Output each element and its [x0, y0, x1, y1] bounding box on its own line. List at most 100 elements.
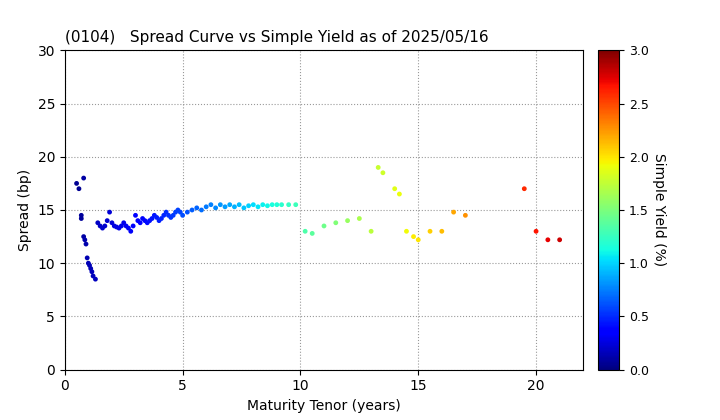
Point — [81, 255, 93, 261]
Point — [252, 203, 264, 210]
Point — [118, 219, 130, 226]
Point — [170, 209, 181, 215]
Point — [83, 260, 94, 267]
Text: (0104)   Spread Curve vs Simple Yield as of 2025/05/16: (0104) Spread Curve vs Simple Yield as o… — [65, 30, 488, 45]
Point — [78, 175, 89, 181]
Point — [229, 203, 240, 210]
Point — [554, 236, 565, 243]
Point — [120, 223, 132, 229]
Point — [127, 223, 139, 229]
Point — [372, 164, 384, 171]
Point — [139, 217, 150, 224]
Point — [181, 209, 193, 215]
Point — [71, 180, 82, 187]
Point — [518, 185, 530, 192]
Point — [165, 214, 176, 221]
Point — [94, 223, 106, 229]
Point — [125, 228, 137, 235]
Point — [448, 209, 459, 215]
Point — [116, 223, 127, 229]
X-axis label: Maturity Tenor (years): Maturity Tenor (years) — [247, 399, 401, 413]
Point — [238, 205, 250, 211]
Y-axis label: Simple Yield (%): Simple Yield (%) — [652, 153, 665, 267]
Point — [87, 273, 99, 279]
Point — [257, 201, 269, 208]
Point — [318, 223, 330, 229]
Point — [86, 268, 98, 275]
Point — [146, 215, 158, 222]
Point — [283, 201, 294, 208]
Point — [271, 201, 283, 208]
Point — [158, 212, 169, 219]
Point — [106, 219, 117, 226]
Point — [531, 228, 542, 235]
Point — [102, 217, 113, 224]
Point — [78, 233, 89, 240]
Point — [401, 228, 413, 235]
Point — [200, 203, 212, 210]
Point — [459, 212, 471, 219]
Point — [354, 215, 365, 222]
Point — [113, 225, 125, 231]
Point — [163, 212, 174, 219]
Point — [73, 185, 85, 192]
Point — [85, 265, 96, 272]
Point — [104, 209, 115, 215]
Point — [84, 262, 95, 269]
Point — [80, 241, 91, 247]
Point — [92, 219, 104, 226]
Point — [436, 228, 448, 235]
Point — [135, 219, 146, 226]
Point — [210, 205, 221, 211]
Point — [215, 201, 226, 208]
Point — [109, 223, 120, 229]
Point — [342, 217, 354, 224]
Point — [413, 236, 424, 243]
Point — [96, 225, 108, 231]
Point — [233, 201, 245, 208]
Point — [90, 276, 102, 283]
Point — [243, 202, 254, 209]
Point — [137, 215, 148, 222]
Point — [148, 212, 160, 219]
Point — [290, 201, 302, 208]
Point — [220, 203, 231, 210]
Point — [99, 223, 111, 229]
Point — [307, 230, 318, 237]
Point — [261, 202, 273, 209]
Point — [156, 215, 167, 222]
Point — [161, 209, 172, 215]
Point — [76, 212, 87, 219]
Point — [266, 201, 278, 208]
Point — [394, 191, 405, 197]
Point — [365, 228, 377, 235]
Point — [408, 233, 419, 240]
Point — [300, 228, 311, 235]
Point — [330, 219, 341, 226]
Point — [186, 207, 198, 213]
Point — [76, 215, 87, 222]
Point — [389, 185, 400, 192]
Point — [132, 217, 143, 224]
Point — [122, 225, 134, 231]
Point — [172, 207, 184, 213]
Point — [191, 205, 202, 211]
Point — [111, 224, 122, 231]
Point — [248, 201, 259, 208]
Point — [377, 169, 389, 176]
Point — [79, 236, 91, 243]
Point — [224, 201, 235, 208]
Point — [542, 236, 554, 243]
Point — [177, 212, 189, 219]
Point — [276, 201, 287, 208]
Point — [174, 209, 186, 215]
Point — [130, 212, 141, 219]
Point — [144, 217, 156, 224]
Point — [151, 214, 163, 221]
Point — [196, 207, 207, 213]
Point — [205, 201, 217, 208]
Point — [168, 212, 179, 219]
Point — [153, 217, 165, 224]
Point — [424, 228, 436, 235]
Y-axis label: Spread (bp): Spread (bp) — [18, 169, 32, 251]
